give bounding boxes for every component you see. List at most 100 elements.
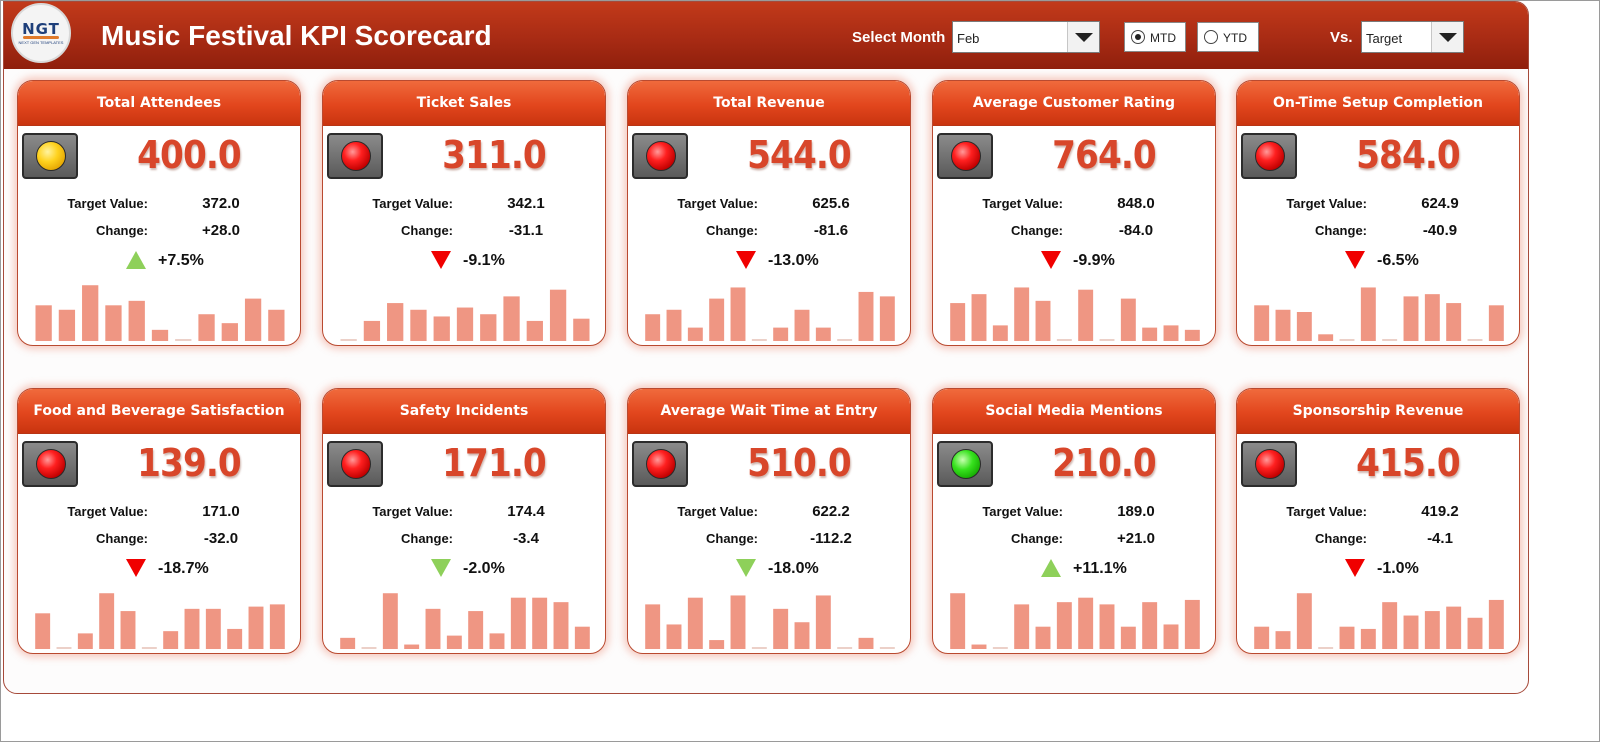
- sparkline-bar: [1275, 631, 1291, 649]
- target-value: 171.0: [202, 503, 240, 520]
- sparkline-bar: [1446, 303, 1462, 341]
- status-light-icon: [22, 133, 78, 179]
- radio-unselected-icon[interactable]: [1204, 30, 1218, 44]
- sparkline-bar: [1035, 626, 1051, 649]
- change-percent: +11.1%: [1073, 560, 1127, 577]
- sparkline-bar: [573, 318, 590, 341]
- card-title: Ticket Sales: [416, 95, 512, 111]
- sparkline-bar: [1424, 611, 1440, 649]
- card-header: Total Revenue: [628, 81, 910, 126]
- card-header: On-Time Setup Completion: [1237, 81, 1519, 126]
- sparkline-bar: [184, 608, 200, 649]
- select-month-label: Select Month: [852, 29, 946, 46]
- sparkline-bar: [35, 305, 52, 341]
- status-light-icon: [327, 133, 383, 179]
- sparkline-chart: [35, 285, 285, 341]
- target-value: 624.9: [1421, 195, 1459, 212]
- sparkline-bar: [468, 611, 484, 649]
- vs-dropdown[interactable]: Target: [1361, 21, 1464, 53]
- target-value: 342.1: [507, 195, 545, 212]
- down-arrow-icon: [1345, 251, 1365, 269]
- sparkline-bar: [1078, 597, 1094, 649]
- month-dropdown[interactable]: Feb: [952, 21, 1100, 53]
- down-arrow-icon: [431, 559, 451, 577]
- target-value: 622.2: [812, 503, 850, 520]
- card-header: Food and Beverage Satisfaction: [18, 389, 300, 434]
- kpi-card: Average Wait Time at Entry 510.0 Target Va…: [627, 388, 911, 654]
- sparkline-bar: [1120, 298, 1136, 341]
- change-percent: +7.5%: [158, 252, 204, 269]
- change-percent: -6.5%: [1377, 252, 1419, 269]
- sparkline-bar: [1142, 327, 1158, 341]
- sparkline-bar: [666, 309, 682, 341]
- radio-ytd[interactable]: YTD: [1197, 22, 1259, 52]
- target-label: Target Value:: [677, 504, 758, 519]
- sparkline-bar: [773, 608, 789, 649]
- chevron-down-icon[interactable]: [1067, 22, 1099, 52]
- sparkline-bar: [1339, 626, 1355, 649]
- change-label: Change:: [706, 223, 758, 238]
- sparkline-bar: [503, 296, 520, 341]
- kpi-value: 510.0: [747, 441, 852, 485]
- sparkline-bar: [510, 597, 526, 649]
- sparkline-bar: [387, 303, 404, 341]
- sparkline-bar: [532, 597, 548, 649]
- card-header: Sponsorship Revenue: [1237, 389, 1519, 434]
- sparkline-bar: [1184, 329, 1200, 341]
- card-header: Average Customer Rating: [933, 81, 1215, 126]
- change-percent: -18.7%: [158, 560, 209, 577]
- sparkline-bar: [425, 608, 441, 649]
- radio-mtd[interactable]: MTD: [1124, 22, 1186, 52]
- sparkline-chart: [950, 287, 1200, 341]
- status-bulb-icon: [646, 449, 676, 479]
- radio-selected-icon[interactable]: [1131, 30, 1145, 44]
- sparkline-bar: [858, 637, 874, 649]
- kpi-value: 171.0: [442, 441, 547, 485]
- sparkline-bar: [456, 307, 474, 341]
- radio-ytd-label: YTD: [1223, 31, 1247, 45]
- target-value: 625.6: [812, 195, 850, 212]
- change-label: Change:: [401, 531, 453, 546]
- sparkline-bar: [446, 635, 462, 649]
- target-value: 189.0: [1117, 503, 1155, 520]
- sparkline-bar: [340, 637, 356, 649]
- sparkline-bar: [1254, 626, 1270, 649]
- sparkline-bar: [268, 309, 285, 341]
- sparkline-bar: [1446, 606, 1462, 649]
- change-value: +28.0: [202, 222, 240, 239]
- sparkline-chart: [645, 595, 895, 649]
- change-label: Change:: [1315, 531, 1367, 546]
- target-label: Target Value:: [67, 196, 148, 211]
- sparkline-bar: [574, 626, 590, 649]
- sparkline-chart: [1254, 287, 1504, 341]
- change-percent: -9.1%: [463, 252, 505, 269]
- kpi-value: 311.0: [442, 133, 547, 177]
- change-percent: -1.0%: [1377, 560, 1419, 577]
- down-arrow-icon: [431, 251, 451, 269]
- kpi-card: Ticket Sales 311.0 Target Value: 342.1 Chang…: [322, 80, 606, 346]
- card-title: On-Time Setup Completion: [1273, 95, 1483, 111]
- month-dropdown-value: Feb: [957, 31, 980, 46]
- sparkline-bar: [128, 300, 145, 341]
- sparkline-bar: [858, 291, 874, 341]
- sparkline-chart: [340, 289, 590, 341]
- sparkline-bar: [1254, 305, 1270, 341]
- sparkline-bar: [105, 305, 122, 341]
- kpi-card: Safety Incidents 171.0 Target Value: 174.4 C…: [322, 388, 606, 654]
- sparkline-bar: [645, 314, 661, 341]
- sparkline-bar: [480, 314, 497, 341]
- sparkline-bar: [205, 608, 221, 649]
- sparkline-bar: [1488, 599, 1504, 649]
- card-title: Average Wait Time at Entry: [660, 403, 878, 419]
- chevron-down-icon[interactable]: [1431, 22, 1463, 52]
- status-light-icon: [327, 441, 383, 487]
- kpi-card: Sponsorship Revenue 415.0 Target Value: 419…: [1236, 388, 1520, 654]
- sparkline-bar: [1099, 604, 1115, 649]
- down-arrow-icon: [1041, 251, 1061, 269]
- sparkline-bar: [1360, 287, 1376, 341]
- change-value: -84.0: [1118, 222, 1154, 239]
- sparkline-bar: [1403, 615, 1419, 649]
- change-label: Change:: [401, 223, 453, 238]
- sparkline-bar: [58, 309, 76, 341]
- change-value: -4.1: [1427, 530, 1453, 547]
